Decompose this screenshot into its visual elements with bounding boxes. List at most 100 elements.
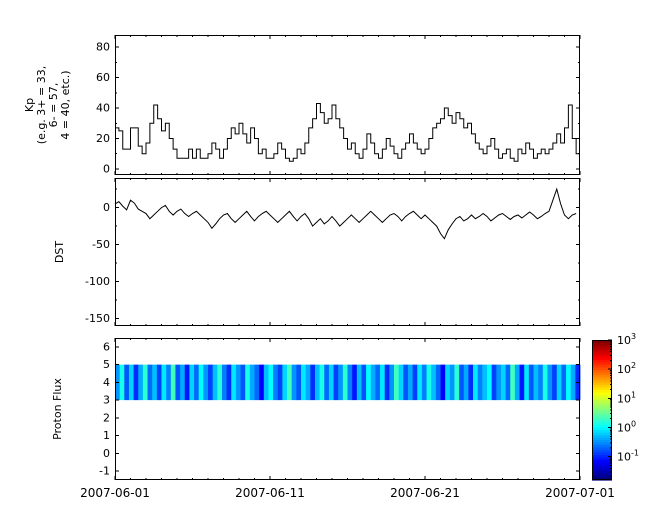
heatmap-column <box>473 364 479 401</box>
colorbar-gradient <box>592 450 612 454</box>
colorbar-gradient <box>592 377 612 381</box>
heatmap-column <box>412 364 418 401</box>
heatmap-column <box>431 364 437 401</box>
colorbar-gradient <box>592 410 612 414</box>
heatmap-column <box>514 364 520 401</box>
colorbar-tick-label: 102 <box>617 361 636 376</box>
colorbar-gradient <box>592 352 612 356</box>
proton-flux-heatmap <box>115 364 581 401</box>
heatmap-column <box>235 364 241 401</box>
heatmap-column <box>510 364 516 401</box>
heatmap-column <box>333 364 339 401</box>
heatmap-column <box>384 364 390 401</box>
colorbar-gradient <box>592 430 612 434</box>
x-tick-label: 2007-06-21 <box>390 486 460 500</box>
heatmap-column <box>133 364 139 401</box>
colorbar-gradient <box>592 372 612 376</box>
heatmap-column <box>533 364 539 401</box>
heatmap-column <box>217 364 223 401</box>
heatmap-column <box>212 364 218 401</box>
colorbar-gradient <box>592 447 612 451</box>
colorbar-gradient <box>592 435 612 439</box>
colorbar-gradient <box>592 385 612 389</box>
colorbar-gradient <box>592 425 612 429</box>
y-tick-label: -50 <box>92 238 110 251</box>
colorbar-gradient <box>592 362 612 366</box>
colorbar-gradient <box>592 387 612 391</box>
heatmap-column <box>189 364 195 401</box>
colorbar-tick-label: 103 <box>617 332 636 347</box>
heatmap-column <box>370 364 376 401</box>
heatmap-column <box>347 364 353 401</box>
heatmap-column <box>259 364 265 401</box>
heatmap-column <box>119 364 125 401</box>
heatmap-column <box>184 364 190 401</box>
heatmap-column <box>556 364 562 401</box>
colorbar-gradient <box>592 475 612 479</box>
heatmap-column <box>231 364 237 401</box>
heatmap-column <box>417 364 423 401</box>
colorbar-gradient <box>592 365 612 369</box>
heatmap-column <box>310 364 316 401</box>
x-tick-label: 2007-06-11 <box>235 486 305 500</box>
y-tick-label: 6 <box>103 340 110 353</box>
x-tick-label: 2007-06-01 <box>80 486 150 500</box>
heatmap-column <box>240 364 246 401</box>
heatmap-column <box>538 364 544 401</box>
colorbar-gradient <box>592 392 612 396</box>
heatmap-column <box>305 364 311 401</box>
y-tick-label: -1 <box>99 465 110 478</box>
colorbar-gradient <box>592 395 612 399</box>
heatmap-column <box>198 364 204 401</box>
heatmap-column <box>138 364 144 401</box>
colorbar-gradient <box>592 472 612 476</box>
heatmap-column <box>301 364 307 401</box>
tick-marks <box>114 338 581 480</box>
heatmap-column <box>375 364 381 401</box>
heatmap-column <box>342 364 348 401</box>
heatmap-column <box>491 364 497 401</box>
heatmap-column <box>147 364 153 401</box>
colorbar-ticks <box>608 339 612 478</box>
colorbar-gradient <box>592 360 612 364</box>
heatmap-column <box>426 364 432 401</box>
heatmap-column <box>403 364 409 401</box>
heatmap-column <box>477 364 483 401</box>
heatmap-column <box>180 364 186 401</box>
heatmap-column <box>194 364 200 401</box>
heatmap-column <box>324 364 330 401</box>
dst-index-panel: 0 -50 -100 -150 <box>85 178 581 326</box>
heatmap-column <box>142 364 148 401</box>
heatmap-column <box>277 364 283 401</box>
y-tick-label: -100 <box>85 275 110 288</box>
colorbar-gradient <box>592 355 612 359</box>
heatmap-column <box>356 364 362 401</box>
colorbar-gradient <box>592 455 612 459</box>
colorbar-tick-label: 101 <box>617 390 636 405</box>
heatmap-column <box>519 364 525 401</box>
heatmap-column <box>528 364 534 401</box>
colorbar-gradient <box>592 462 612 466</box>
heatmap-column <box>524 364 530 401</box>
heatmap-column <box>161 364 167 401</box>
colorbar-gradient <box>592 412 612 416</box>
colorbar-gradient <box>592 440 612 444</box>
y-tick-label: 1 <box>103 429 110 442</box>
y-tick-label: 80 <box>96 41 110 54</box>
heatmap-column <box>552 364 558 401</box>
colorbar-gradient <box>592 452 612 456</box>
colorbar-tick-label: 10-1 <box>617 449 639 464</box>
heatmap-column <box>496 364 502 401</box>
heatmap-column <box>361 364 367 401</box>
tick-marks <box>114 178 581 326</box>
colorbar-gradient <box>592 445 612 449</box>
colorbar-gradient <box>592 397 612 401</box>
heatmap-column <box>566 364 572 401</box>
colorbar-gradient <box>592 417 612 421</box>
colorbar-gradient <box>592 460 612 464</box>
kp-index-panel: 0 20 40 60 80 <box>96 35 581 175</box>
heatmap-column <box>421 364 427 401</box>
colorbar-gradient <box>592 370 612 374</box>
colorbar-gradient <box>592 437 612 441</box>
